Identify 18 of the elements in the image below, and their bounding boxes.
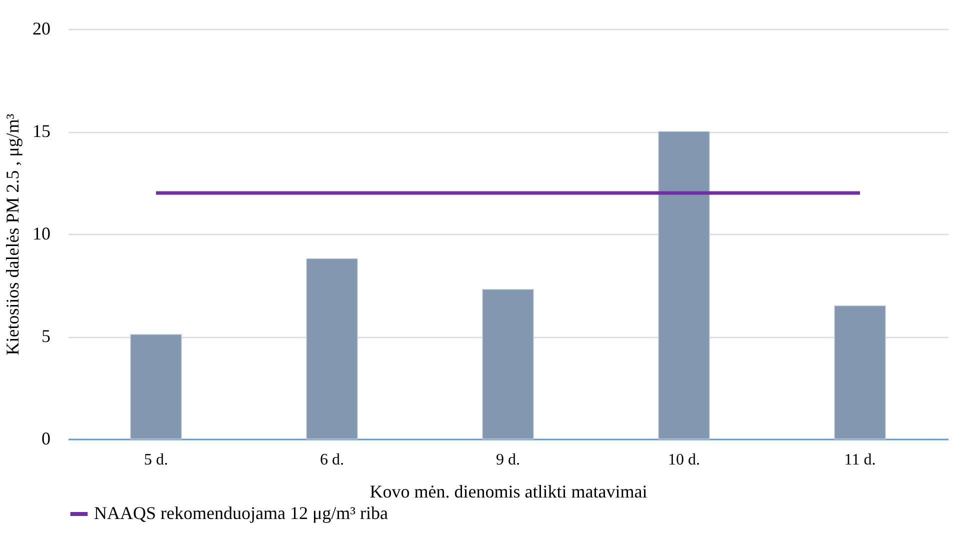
y-tick-label: 15 <box>32 121 50 141</box>
y-tick-label: 5 <box>42 326 50 346</box>
y-tick-label: 0 <box>42 428 50 448</box>
y-axis-title: Kietosiios dalelės PM 2.5 , μg/m³ <box>2 113 22 356</box>
y-tick-label: 20 <box>32 18 50 38</box>
x-axis-title: Kovo mėn. dienomis atlikti matavimai <box>370 482 648 502</box>
x-tick-label: 9 d. <box>496 452 520 468</box>
x-tick-label: 11 d. <box>844 452 876 468</box>
legend-label: NAAQS rekomenduojama 12 μg/m³ riba <box>94 503 388 523</box>
x-tick-label: 6 d. <box>320 452 344 468</box>
y-tick-label: 10 <box>32 224 50 244</box>
bar <box>658 131 710 440</box>
bar <box>130 334 182 440</box>
bar <box>482 288 534 440</box>
x-tick-label: 10 d. <box>668 452 700 468</box>
bar <box>306 258 358 440</box>
bar <box>834 305 886 440</box>
x-tick-label: 5 d. <box>144 452 168 468</box>
